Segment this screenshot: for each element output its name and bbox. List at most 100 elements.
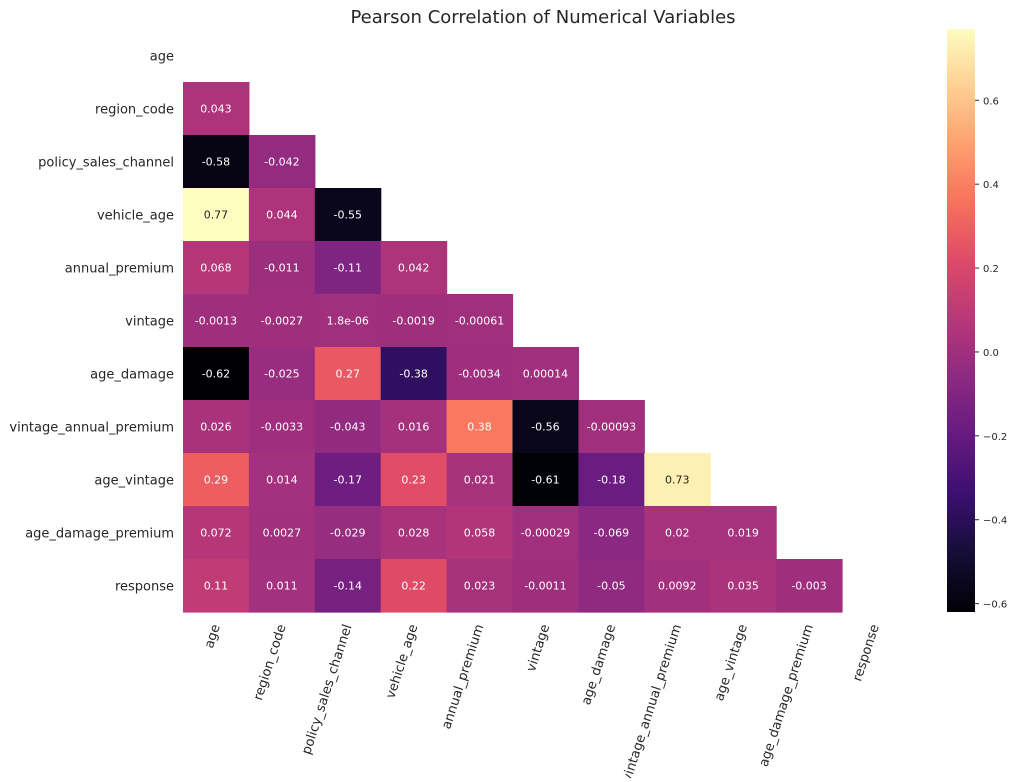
cell-value-label: 0.23 bbox=[401, 474, 426, 487]
cell-value-label: -0.00093 bbox=[587, 421, 636, 434]
y-label-age_damage_premium: age_damage_premium bbox=[25, 527, 174, 542]
cell-age_damage-policy_sales_channel bbox=[314, 347, 382, 401]
cell-value-label: 0.042 bbox=[398, 262, 430, 275]
cell-value-label: 0.035 bbox=[727, 580, 759, 593]
cell-vintage_annual_premium-policy_sales_channel bbox=[314, 400, 382, 454]
cell-value-label: 0.023 bbox=[464, 580, 496, 593]
cell-response-region_code bbox=[248, 559, 316, 613]
cell-vintage-policy_sales_channel bbox=[314, 294, 382, 348]
cell-vintage_annual_premium-age bbox=[183, 400, 250, 454]
cell-policy_sales_channel-age bbox=[183, 135, 250, 189]
cell-value-label: -0.11 bbox=[334, 262, 362, 275]
cell-vehicle_age-policy_sales_channel bbox=[314, 188, 382, 242]
cell-age_damage_premium-region_code bbox=[248, 506, 316, 560]
cell-value-label: -0.17 bbox=[334, 474, 362, 487]
cell-age_damage_premium-annual_premium bbox=[446, 506, 514, 560]
cell-value-label: -0.05 bbox=[597, 580, 625, 593]
cell-age_damage_premium-vehicle_age bbox=[380, 506, 448, 560]
colorbar-tick-label: 0.6 bbox=[983, 96, 999, 107]
chart-title: Pearson Correlation of Numerical Variabl… bbox=[350, 7, 735, 28]
cell-age_vintage-vintage_annual_premium bbox=[644, 453, 711, 507]
cell-value-label: 0.29 bbox=[204, 474, 229, 487]
y-label-vintage: vintage bbox=[125, 315, 174, 330]
cell-value-label: 0.02 bbox=[665, 527, 690, 540]
cell-value-label: -0.61 bbox=[531, 474, 559, 487]
cell-value-label: 0.27 bbox=[336, 368, 361, 381]
cell-vintage_annual_premium-vintage bbox=[512, 400, 579, 454]
cell-age_vintage-vehicle_age bbox=[380, 453, 448, 507]
y-label-policy_sales_channel: policy_sales_channel bbox=[38, 156, 174, 171]
cell-vehicle_age-age bbox=[183, 188, 250, 242]
cell-value-label: 0.22 bbox=[401, 580, 426, 593]
cell-value-label: 0.019 bbox=[727, 527, 759, 540]
colorbar-tick-label: −0.4 bbox=[983, 516, 1007, 527]
cell-vehicle_age-region_code bbox=[248, 188, 316, 242]
y-label-age: age bbox=[150, 50, 174, 65]
cell-response-vintage bbox=[512, 559, 579, 613]
cell-vintage-age bbox=[183, 294, 250, 348]
x-label-policy_sales_channel: policy_sales_channel bbox=[299, 623, 355, 757]
x-label-age_damage: age_damage bbox=[579, 623, 619, 707]
cell-annual_premium-age bbox=[183, 241, 250, 295]
cell-age_vintage-age bbox=[183, 453, 250, 507]
y-label-annual_premium: annual_premium bbox=[65, 262, 174, 277]
cell-age_damage_premium-age_vintage bbox=[710, 506, 777, 560]
cell-value-label: 0.028 bbox=[398, 527, 430, 540]
y-label-age_vintage: age_vintage bbox=[94, 474, 174, 489]
x-label-annual_premium: annual_premium bbox=[439, 623, 487, 732]
cell-value-label: -0.0033 bbox=[261, 421, 303, 434]
colorbar-tick-label: 0.0 bbox=[983, 348, 999, 359]
cell-value-label: 0.044 bbox=[266, 209, 298, 222]
cell-response-annual_premium bbox=[446, 559, 514, 613]
y-label-vehicle_age: vehicle_age bbox=[97, 209, 174, 224]
cell-value-label: -0.003 bbox=[791, 580, 826, 593]
cell-value-label: 0.072 bbox=[200, 527, 232, 540]
cell-value-label: -0.38 bbox=[399, 368, 427, 381]
cell-value-label: 0.068 bbox=[200, 262, 232, 275]
cell-age_damage_premium-vintage_annual_premium bbox=[644, 506, 711, 560]
cell-value-label: 0.0092 bbox=[658, 580, 697, 593]
cell-age_damage-age bbox=[183, 347, 250, 401]
x-axis-labels: age region_code policy_sales_channel vehicl… bbox=[202, 623, 883, 782]
cell-value-label: 0.11 bbox=[204, 580, 229, 593]
x-label-age: age bbox=[202, 623, 224, 651]
cell-age_damage-vintage bbox=[512, 347, 579, 401]
cell-value-label: 0.043 bbox=[200, 103, 232, 116]
cell-value-label: -0.0027 bbox=[261, 315, 303, 328]
cell-age_vintage-annual_premium bbox=[446, 453, 514, 507]
x-label-vintage_annual_premium: vintage_annual_premium bbox=[620, 623, 685, 778]
cell-annual_premium-region_code bbox=[248, 241, 316, 295]
colorbar-tick-label: −0.2 bbox=[983, 432, 1007, 443]
cell-age_vintage-vintage bbox=[512, 453, 579, 507]
cell-vintage-annual_premium bbox=[446, 294, 514, 348]
cell-age_vintage-region_code bbox=[248, 453, 316, 507]
cell-value-label: 0.058 bbox=[464, 527, 496, 540]
cell-value-label: -0.042 bbox=[264, 156, 299, 169]
cell-response-age bbox=[183, 559, 250, 613]
cell-age_damage-region_code bbox=[248, 347, 316, 401]
x-label-region_code: region_code bbox=[251, 623, 290, 703]
cell-value-label: -0.55 bbox=[334, 209, 362, 222]
cell-value-label: 1.8e-06 bbox=[327, 315, 369, 328]
cell-value-label: 0.38 bbox=[467, 421, 492, 434]
cell-response-vintage_annual_premium bbox=[644, 559, 711, 613]
cell-annual_premium-vehicle_age bbox=[380, 241, 448, 295]
x-label-vintage: vintage bbox=[524, 623, 553, 674]
cell-value-label: -0.0013 bbox=[195, 315, 237, 328]
colorbar: 0.6 0.4 0.2 0.0 −0.2 −0.4 −0.6 bbox=[947, 29, 1007, 612]
cell-vintage-region_code bbox=[248, 294, 316, 348]
cell-vintage_annual_premium-vehicle_age bbox=[380, 400, 448, 454]
cell-response-age_damage_premium bbox=[776, 559, 843, 613]
cell-value-label: -0.56 bbox=[531, 421, 559, 434]
cell-value-label: -0.00061 bbox=[455, 315, 504, 328]
x-label-age_vintage: age_vintage bbox=[712, 623, 751, 703]
cell-value-label: -0.025 bbox=[264, 368, 299, 381]
colorbar-tick-label: 0.4 bbox=[983, 180, 999, 191]
cell-value-label: -0.62 bbox=[202, 368, 230, 381]
cell-response-policy_sales_channel bbox=[314, 559, 382, 613]
cell-value-label: -0.0034 bbox=[458, 368, 500, 381]
cell-age_damage_premium-age bbox=[183, 506, 250, 560]
cell-value-label: -0.58 bbox=[202, 156, 230, 169]
cell-value-label: -0.0011 bbox=[524, 580, 566, 593]
